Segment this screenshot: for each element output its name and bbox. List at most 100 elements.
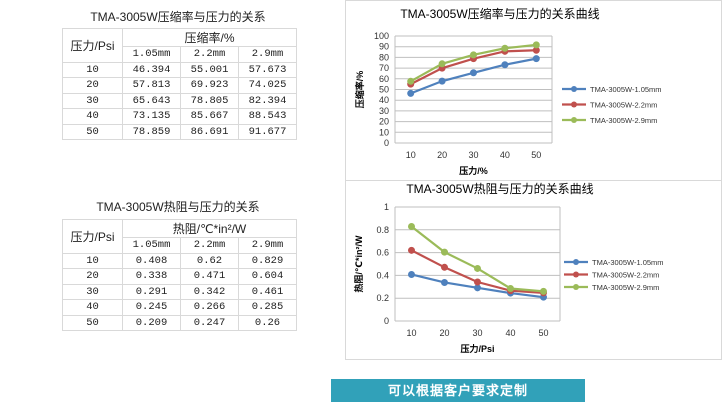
table1-cell: 57.673 [238,61,297,78]
table1-row-label: 20 [62,77,123,94]
table2-cell: 0.62 [180,252,239,269]
data-point [407,77,415,85]
y-tick-label: 1 [384,202,389,212]
table1-row-label: 30 [62,92,123,109]
data-point [470,69,477,77]
y-tick-label: 0.2 [376,293,389,303]
table2-row-label: 30 [62,283,123,300]
y-tick-label: 0 [384,138,389,148]
chart-title: TMA-3005W压缩率与压力的关系曲线 [400,6,599,21]
table1-row-label: 40 [62,108,123,125]
table2-col-header: 1.05mm [122,237,181,254]
table2-cell: 0.245 [122,299,181,316]
x-axis-label: 压力/% [459,165,488,176]
data-point [470,51,477,59]
table-row: 10 46.394 55.001 57.673 [62,61,297,78]
table2-cell: 0.209 [122,314,181,331]
x-tick-label: 20 [437,150,447,160]
table2-cell: 0.266 [180,299,239,316]
table-row: 30 65.643 78.805 82.394 [62,92,297,109]
x-tick-label: 40 [500,150,510,160]
data-point [540,287,547,295]
data-point [408,246,415,254]
table1-row-label: 50 [62,123,123,140]
table-row: 40 73.135 85.667 88.543 [62,108,297,125]
legend-marker [573,271,579,278]
table1-cell: 46.394 [122,61,181,78]
table2-col-header: 2.9mm [238,237,297,254]
data-point [407,89,415,97]
legend-marker [571,86,577,92]
legend-label: TMA-3005W-2.2mm [590,101,657,110]
y-axis-label: 热阻/℃*in²/W [353,235,364,292]
legend-label: TMA-3005W-2.9mm [590,116,657,125]
table2-cell: 0.461 [238,283,297,300]
table2-cell: 0.338 [122,268,181,285]
table1-row-header: 压力/Psi [62,28,123,63]
compression-table: 压力/Psi 压缩率/% 1.05mm 2.2mm 2.9mm 10 46.39… [62,28,297,140]
table2-row-header: 压力/Psi [62,219,123,254]
x-axis-label: 压力/Psi [460,343,494,354]
data-point [408,222,415,230]
legend-label: TMA-3005W-2.9mm [592,283,659,292]
table1-cell: 65.643 [122,92,181,109]
data-point [438,77,446,85]
legend-marker [571,101,577,108]
legend-marker [573,259,579,265]
y-tick-label: 20 [379,117,389,127]
x-tick-label: 30 [468,150,478,160]
table-row: 50 78.859 86.691 91.677 [62,123,297,140]
y-tick-label: 0 [384,316,389,326]
table2-row-label: 40 [62,299,123,316]
table1-cell: 73.135 [122,108,181,125]
legend-label: TMA-3005W-1.05mm [590,85,662,94]
y-tick-label: 70 [379,63,389,73]
table2-cell: 0.291 [122,283,181,300]
data-point [474,278,481,286]
table1-col-header: 2.2mm [180,46,239,63]
table2-cell: 0.604 [238,268,297,285]
table1-cell: 78.805 [180,92,239,109]
table1-row-label: 10 [62,61,123,78]
table2-cell: 0.408 [122,252,181,269]
table1-cell: 85.667 [180,108,239,125]
table1-group-header: 压缩率/% [122,28,297,47]
y-tick-label: 40 [379,95,389,105]
table1-col-header: 2.9mm [238,46,297,63]
x-tick-label: 50 [531,150,541,160]
data-point [501,61,509,69]
y-tick-label: 60 [379,74,389,84]
table2-row-label: 50 [62,314,123,331]
table1-cell: 82.394 [238,92,297,109]
table2-cell: 0.247 [180,314,239,331]
legend-marker [573,284,579,290]
y-tick-label: 0.6 [376,248,389,258]
table2-cell: 0.26 [238,314,297,331]
table2-cell: 0.285 [238,299,297,316]
table2-group-header: 热阻/℃*in²/W [122,219,297,238]
y-tick-label: 10 [379,127,389,137]
data-point [501,44,509,52]
data-point [441,263,448,271]
x-tick-label: 10 [406,328,416,338]
y-tick-label: 30 [379,106,389,116]
table1-cell: 78.859 [122,123,181,140]
table2-cell: 0.342 [180,283,239,300]
table1-cell: 57.813 [122,77,181,94]
table-row: 20 57.813 69.923 74.025 [62,77,297,94]
table1-cell: 55.001 [180,61,239,78]
table1-col-header: 1.05mm [122,46,181,63]
data-point [408,270,415,278]
x-tick-label: 20 [439,328,449,338]
table1-cell: 86.691 [180,123,239,140]
legend-label: TMA-3005W-1.05mm [592,258,664,267]
table1-title: TMA-3005W压缩率与压力的关系 [90,10,266,24]
table1-cell: 91.677 [238,123,297,140]
y-tick-label: 90 [379,42,389,52]
table2-row-label: 20 [62,268,123,285]
table-row: 40 0.245 0.266 0.285 [62,299,297,316]
table1-cell: 88.543 [238,108,297,125]
y-axis-label: 压缩率/% [354,71,365,109]
compression-chart: TMA-3005W压缩率与压力的关系曲线01020304050607080901… [345,0,722,182]
chart-frame [345,180,722,360]
